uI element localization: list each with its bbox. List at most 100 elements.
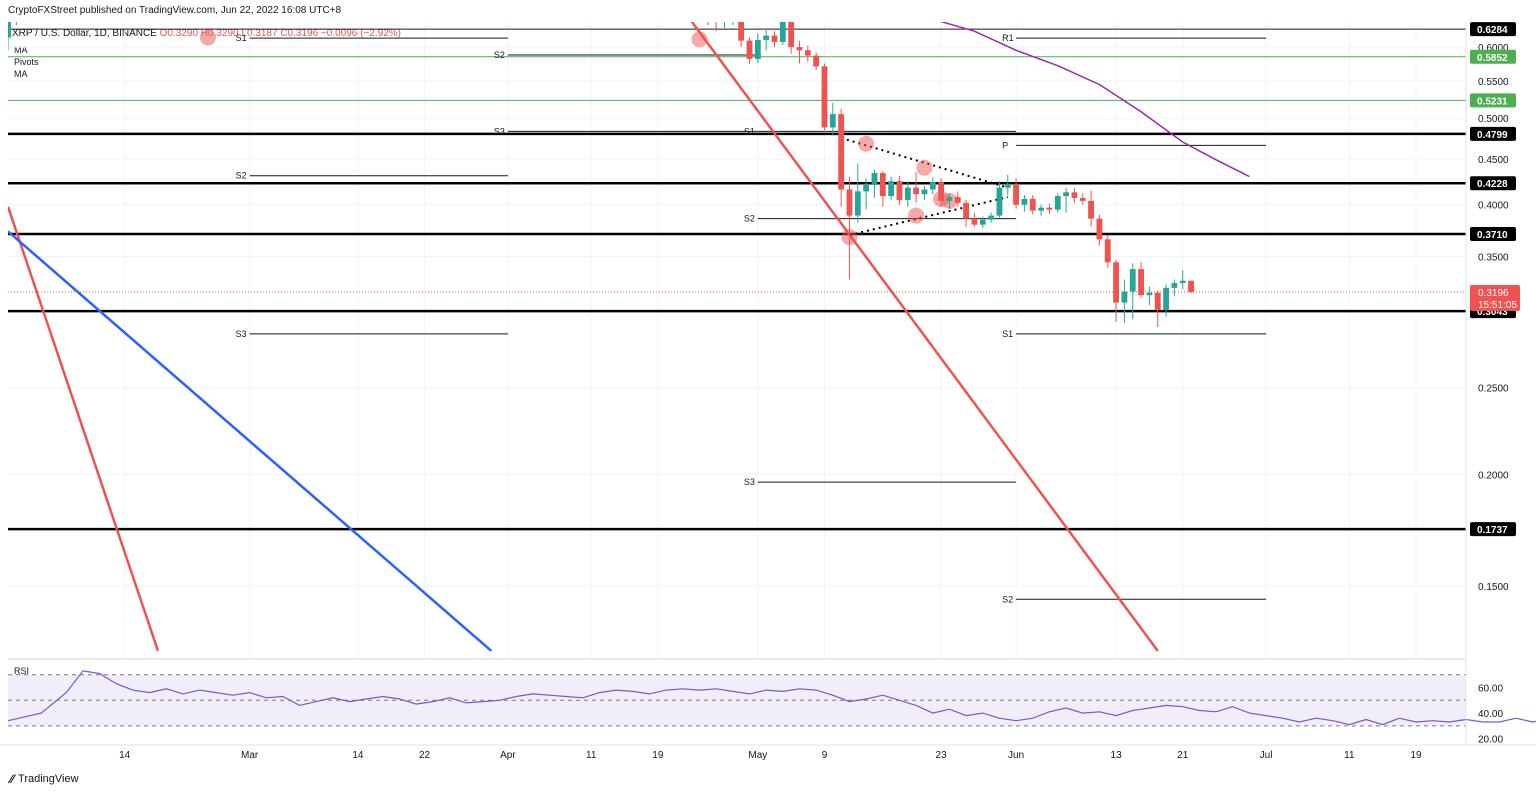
indicator-ma-2[interactable]: MA: [14, 69, 28, 79]
x-tick-label-4: Apr: [500, 750, 516, 761]
candle-body-49: [1113, 262, 1119, 303]
candle-body-21: [879, 173, 886, 197]
candle-body-52: [1138, 269, 1144, 296]
touch-point-1: [691, 31, 708, 48]
trendline-1: [8, 206, 160, 652]
indicator-legend[interactable]: MA Pivots MA: [14, 44, 39, 80]
candle-body-10: [788, 22, 795, 48]
candle-body-59: [8, 22, 11, 38]
candle-body-50: [1121, 291, 1128, 303]
y-tick-label-6: 0.2500: [1478, 383, 1509, 394]
candle-body-33: [979, 219, 986, 225]
touch-point-3: [916, 159, 933, 176]
candle-body-18: [854, 191, 861, 216]
candle-body-24: [904, 187, 911, 200]
indicator-ma-1[interactable]: MA: [14, 45, 28, 55]
trendline-0: [690, 22, 1159, 652]
level-badge-text-3: 0.4799: [1477, 130, 1508, 141]
x-tick-label-6: 19: [652, 750, 664, 761]
indicator-pivots[interactable]: Pivots: [14, 57, 39, 67]
level-badge-text-1: 0.5852: [1477, 53, 1508, 64]
tradingview-brand[interactable]: ⁄⁄ TradingView: [10, 772, 79, 786]
y-tick-label-0: 0.6000: [1478, 43, 1509, 54]
candle-body-17: [846, 189, 853, 216]
candle-body-15: [829, 114, 836, 128]
candle-body-29: [946, 197, 953, 201]
candle-body-41: [1046, 207, 1053, 210]
y-tick-label-2: 0.5000: [1478, 114, 1509, 125]
candle-body-0: [705, 16, 711, 22]
candle-body-58: [1188, 280, 1194, 292]
x-tick-label-9: 23: [936, 750, 948, 761]
symbol-ohlc-legend: XRP / U.S. Dollar, 1D, BINANCE O0.3290 H…: [12, 28, 401, 39]
y-tick-label-3: 0.4500: [1478, 155, 1509, 166]
pivot-label-11: S2: [1002, 594, 1013, 604]
low-value: L0.3187: [241, 28, 278, 39]
x-tick-label-12: 21: [1177, 750, 1189, 761]
candle-body-40: [1038, 207, 1045, 211]
candle-body-37: [1013, 183, 1020, 205]
level-badge-1: [1470, 49, 1516, 64]
y-tick-label-1: 0.5500: [1478, 77, 1509, 88]
touch-point-0: [199, 29, 216, 46]
candle-body-27: [929, 182, 936, 190]
candle-body-5: [746, 40, 753, 59]
pivot-label-6: S3: [236, 329, 247, 339]
rsi-tick-label-2: 20.00: [1478, 735, 1503, 746]
candle-body-35: [996, 187, 1003, 216]
last-price-badge: [1470, 284, 1520, 311]
triangle-lower-line: [849, 196, 1009, 237]
x-tick-label-8: 9: [822, 750, 828, 761]
candle-body-11: [796, 47, 803, 51]
candle-body-3: [730, 16, 736, 19]
candle-body-43: [1063, 192, 1070, 197]
pivot-label-3: S1: [744, 126, 755, 136]
candle-body-39: [1029, 198, 1036, 211]
y-tick-label-7: 0.2000: [1478, 470, 1509, 481]
candle-body-20: [871, 173, 878, 184]
x-tick-label-14: 11: [1344, 750, 1355, 761]
triangle-upper-line: [840, 136, 1009, 189]
rsi-tick-label-0: 60.00: [1478, 684, 1503, 695]
level-badge-3: [1470, 126, 1516, 141]
candle-body-31: [963, 202, 970, 219]
level-badge-text-7: 0.1737: [1477, 525, 1508, 536]
open-value: O0.3290: [159, 28, 199, 39]
x-tick-label-3: 22: [419, 750, 431, 761]
rsi-label: RSI: [14, 666, 29, 676]
candle-body-25: [913, 187, 920, 195]
pivot-label-8: R1: [1002, 33, 1014, 43]
x-tick-label-1: Mar: [241, 750, 259, 761]
candle-body-42: [1054, 196, 1061, 210]
candle-body-30: [954, 197, 961, 203]
candle-body-4: [738, 22, 745, 41]
brand-name: TradingView: [18, 773, 79, 785]
level-badge-2: [1470, 93, 1516, 108]
high-value: H0.3290: [200, 28, 239, 39]
candle-body-9: [779, 22, 786, 42]
candle-body-38: [1021, 198, 1028, 205]
candle-body-36: [1004, 183, 1011, 188]
level-badge-text-5: 0.3710: [1477, 230, 1508, 241]
candle-body-48: [1104, 239, 1111, 263]
x-tick-label-2: 14: [352, 750, 364, 761]
x-tick-label-13: Jul: [1260, 750, 1273, 761]
close-value: C0.3196: [280, 28, 319, 39]
candle-body-28: [938, 182, 945, 201]
candle-body-7: [763, 35, 770, 41]
candle-body-26: [921, 189, 928, 195]
candle-body-47: [1096, 218, 1103, 240]
pivot-label-5: S2: [744, 214, 755, 224]
candle-body-54: [1154, 292, 1161, 311]
candle-body-57: [1179, 280, 1186, 284]
level-badge-7: [1470, 522, 1516, 537]
candle-body-44: [1071, 192, 1078, 199]
candle-body-22: [888, 181, 895, 197]
candle-body-16: [838, 114, 845, 190]
candle-body-12: [804, 50, 811, 56]
level-badge-text-6: 0.3043: [1477, 307, 1508, 318]
pivot-label-2: S3: [494, 126, 505, 136]
candle-body-55: [1163, 287, 1169, 311]
rsi-tick-label-1: 40.00: [1478, 709, 1503, 720]
